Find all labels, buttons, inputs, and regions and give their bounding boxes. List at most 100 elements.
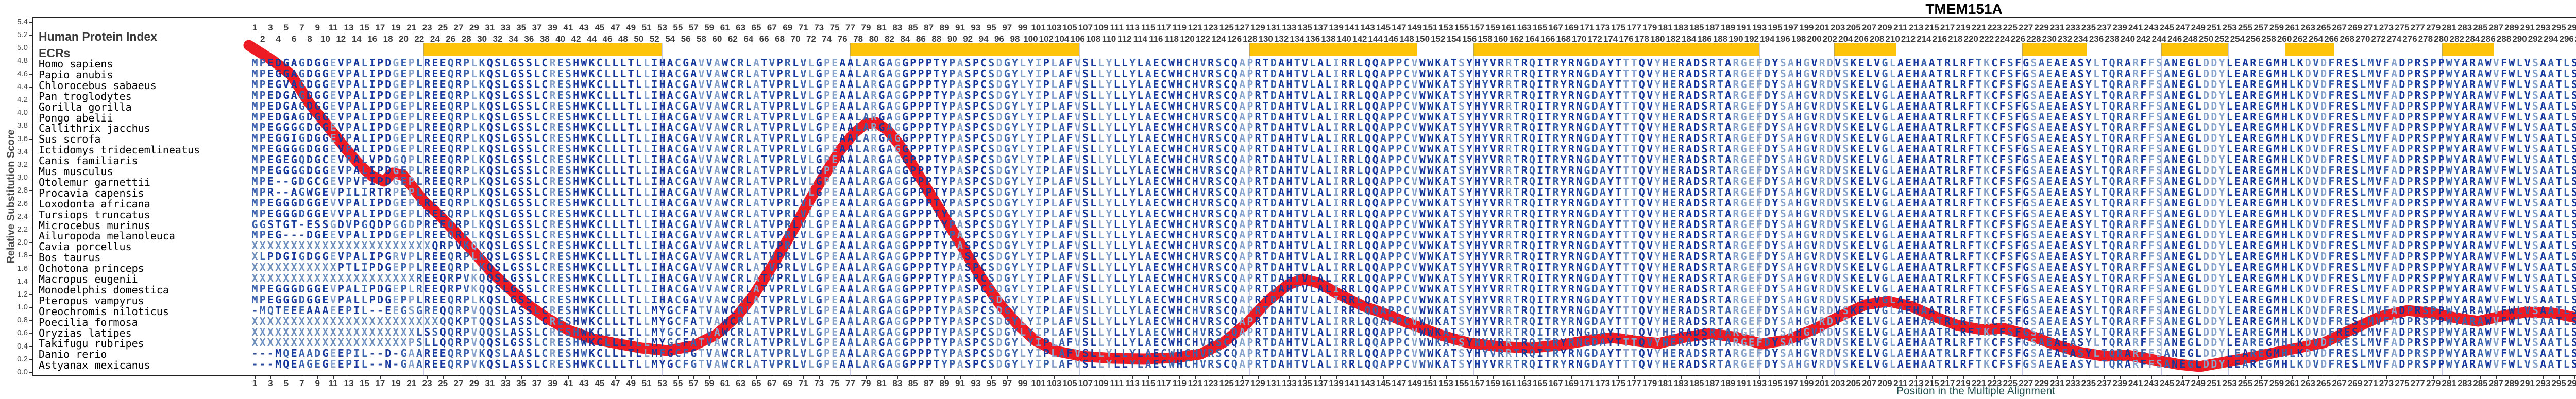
residue: V bbox=[2523, 101, 2532, 112]
residue: E bbox=[1748, 58, 1756, 68]
residue: T bbox=[1622, 133, 1630, 144]
residue: G bbox=[1740, 79, 1748, 90]
residue: H bbox=[1662, 101, 1670, 112]
residue: L bbox=[1097, 144, 1105, 154]
residue: G bbox=[1583, 90, 1591, 101]
residue: S bbox=[1215, 144, 1223, 154]
residue: R bbox=[1552, 58, 1560, 68]
residue: F bbox=[2327, 79, 2335, 90]
residue: P bbox=[1387, 112, 1395, 123]
residue: S bbox=[525, 122, 533, 133]
residue: G bbox=[1003, 112, 1011, 123]
residue: D bbox=[2210, 68, 2218, 79]
residue: L bbox=[1865, 68, 1873, 79]
residue: F bbox=[2500, 101, 2508, 112]
residue: E bbox=[1904, 58, 1912, 68]
residue: E bbox=[1152, 68, 1160, 79]
residue: A bbox=[1920, 68, 1928, 79]
residue: G bbox=[1802, 90, 1810, 101]
residue: Y bbox=[1560, 58, 1568, 68]
residue: V bbox=[2375, 79, 2383, 90]
residue: C bbox=[1160, 90, 1168, 101]
residue: G bbox=[298, 101, 306, 112]
residue: A bbox=[2539, 90, 2547, 101]
residue: T bbox=[1513, 58, 1521, 68]
residue: Y bbox=[1560, 79, 1568, 90]
residue: L bbox=[1050, 58, 1058, 68]
residue: F bbox=[1065, 90, 1074, 101]
residue: C bbox=[979, 112, 988, 123]
residue: A bbox=[1379, 68, 1387, 79]
residue: K bbox=[1982, 101, 1991, 112]
residue: E bbox=[2343, 90, 2351, 101]
residue: V bbox=[1834, 122, 1842, 133]
residue: E bbox=[831, 68, 839, 79]
residue: S bbox=[964, 101, 972, 112]
residue: V bbox=[2523, 79, 2532, 90]
residue: A bbox=[2124, 58, 2132, 68]
residue: K bbox=[1850, 68, 1858, 79]
residue: G bbox=[2022, 112, 2030, 123]
residue: H bbox=[1285, 90, 1293, 101]
residue: A bbox=[1685, 122, 1693, 133]
residue: L bbox=[2516, 90, 2524, 101]
residue: F bbox=[2382, 68, 2391, 79]
residue: Q bbox=[1371, 144, 1380, 154]
residue: P bbox=[376, 68, 384, 79]
residue: Y bbox=[2453, 90, 2461, 101]
residue: R bbox=[2414, 112, 2422, 123]
residue: K bbox=[478, 58, 486, 68]
residue: L bbox=[1136, 58, 1144, 68]
residue: L bbox=[744, 122, 753, 133]
residue: Q bbox=[2108, 79, 2116, 90]
residue: P bbox=[776, 112, 784, 123]
residue: P bbox=[376, 122, 384, 133]
residue: P bbox=[462, 144, 470, 154]
residue: I bbox=[1536, 101, 1544, 112]
residue: H bbox=[658, 122, 667, 133]
residue: A bbox=[1896, 133, 1905, 144]
residue: P bbox=[2437, 112, 2445, 123]
residue: H bbox=[1794, 90, 1803, 101]
residue: I bbox=[1536, 122, 1544, 133]
residue: N bbox=[1575, 58, 1583, 68]
residue: G bbox=[282, 122, 290, 133]
residue: M bbox=[2273, 122, 2281, 133]
residue: Y bbox=[1128, 101, 1137, 112]
residue: N bbox=[2171, 133, 2179, 144]
residue: Q bbox=[1638, 79, 1646, 90]
residue: K bbox=[2296, 68, 2304, 79]
residue: S bbox=[2006, 112, 2014, 123]
residue: E bbox=[431, 122, 439, 133]
residue: D bbox=[995, 101, 1004, 112]
residue: P bbox=[376, 58, 384, 68]
residue: S bbox=[1779, 68, 1787, 79]
residue: K bbox=[588, 144, 596, 154]
residue: T bbox=[2100, 112, 2108, 123]
residue: P bbox=[972, 101, 980, 112]
residue: P bbox=[909, 133, 917, 144]
residue: I bbox=[1035, 79, 1043, 90]
residue: R bbox=[1567, 90, 1575, 101]
residue: R bbox=[1504, 90, 1513, 101]
residue: A bbox=[1685, 133, 1693, 144]
residue: L bbox=[1324, 133, 1332, 144]
residue: D bbox=[384, 79, 392, 90]
residue: F bbox=[1998, 79, 2007, 90]
residue: Q bbox=[1364, 133, 1372, 144]
residue: S bbox=[2077, 68, 2085, 79]
residue: A bbox=[1685, 112, 1693, 123]
residue: A bbox=[2124, 90, 2132, 101]
residue: A bbox=[862, 58, 870, 68]
residue: S bbox=[517, 122, 526, 133]
residue: S bbox=[2077, 112, 2085, 123]
residue: A bbox=[666, 79, 674, 90]
residue: T bbox=[1513, 79, 1521, 90]
residue: A bbox=[666, 133, 674, 144]
residue: Y bbox=[1026, 122, 1035, 133]
residue: R bbox=[2335, 101, 2344, 112]
residue: E bbox=[556, 58, 565, 68]
residue: A bbox=[2476, 133, 2484, 144]
residue: H bbox=[572, 112, 580, 123]
residue: P bbox=[345, 101, 353, 112]
